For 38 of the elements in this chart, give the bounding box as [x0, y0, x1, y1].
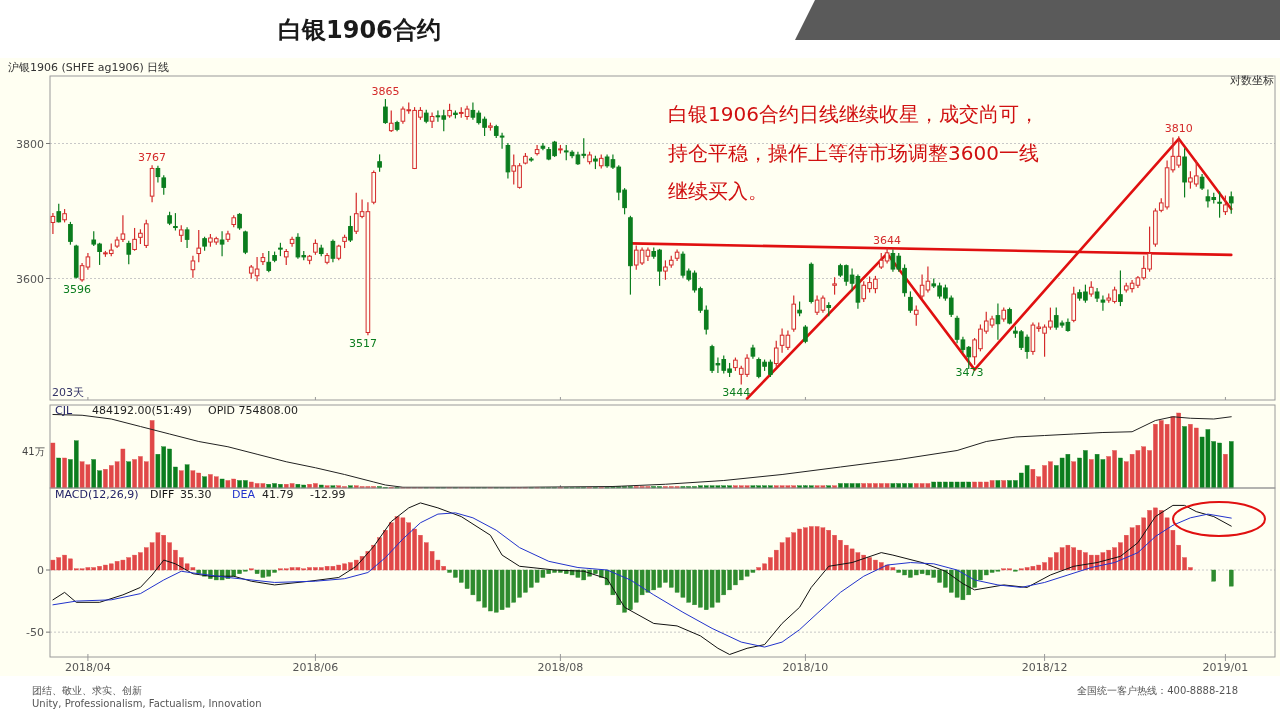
chart-subtitle: 沪银1906 (SHFE ag1906) 日线	[8, 61, 170, 74]
annotation: 持仓平稳，操作上等待市场调整3600一线	[668, 141, 1039, 165]
annotation: 继续买入。	[668, 179, 768, 203]
text: 团结、敬业、求实、创新	[32, 685, 142, 696]
annotation: 3644	[873, 233, 902, 247]
annotation: 白银1906合约日线继续收星，成交尚可，	[668, 102, 1039, 126]
annotation: 35.30	[180, 488, 212, 501]
x-tick-label: 2019/01	[1202, 661, 1249, 674]
chart-title: 白银1906合约	[278, 16, 441, 44]
annotation: 3517	[348, 336, 377, 350]
x-tick-label: 2018/06	[292, 661, 339, 674]
text: Unity, Professionalism, Factualism, Innovation	[32, 698, 262, 709]
y-tick-label: 3800	[16, 137, 44, 151]
annotation: 对数坐标	[1230, 74, 1274, 87]
y-tick-label: 3600	[16, 272, 44, 286]
annotation: 3810	[1164, 121, 1193, 135]
chart-title: MACD(12,26,9)	[55, 488, 139, 501]
annotation: 3767	[138, 150, 167, 164]
annotation: 3473	[955, 366, 984, 380]
annotation: 41.79	[262, 488, 294, 501]
x-tick-label: 2018/04	[65, 661, 111, 674]
annotation: -12.99	[310, 488, 346, 501]
y-tick-label: 0	[37, 564, 44, 578]
y-tick-label: -50	[26, 626, 44, 640]
text: 全国统一客户热线：400-8888-218	[1077, 685, 1238, 696]
annotation: OPID 754808.00	[208, 404, 298, 417]
x-tick-label: 2018/10	[782, 661, 829, 674]
annotation: CJL	[55, 404, 73, 417]
annotation: 3444	[722, 385, 751, 399]
text: DIFF	[150, 488, 175, 501]
annotation: 3865	[371, 84, 400, 98]
annotation: 203天	[52, 386, 84, 399]
x-tick-label: 2018/08	[537, 661, 584, 674]
x-tick-label: 2018/12	[1021, 661, 1068, 674]
text: 41万	[22, 446, 45, 457]
annotation: 3596	[63, 283, 92, 297]
text: DEA	[232, 488, 256, 501]
annotation: 484192.00(51:49)	[92, 404, 192, 417]
